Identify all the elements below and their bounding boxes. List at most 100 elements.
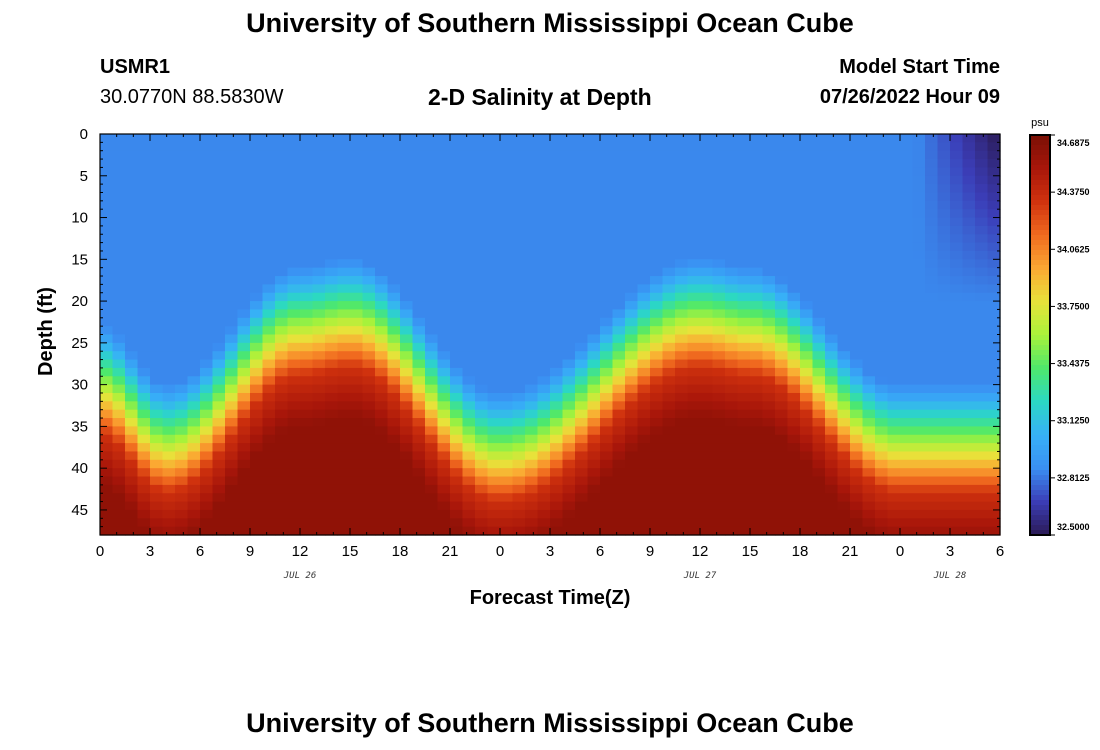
heatmap-cell [725, 301, 739, 311]
heatmap-cell [412, 392, 426, 402]
heatmap-cell [262, 192, 276, 202]
heatmap-cell [675, 150, 689, 160]
heatmap-cell [937, 351, 951, 361]
heatmap-cell [737, 234, 751, 244]
heatmap-cell [550, 309, 564, 319]
heatmap-cell [987, 334, 1001, 344]
heatmap-cell [775, 250, 789, 260]
heatmap-cell [975, 443, 989, 453]
heatmap-cell [275, 476, 289, 486]
heatmap-cell [612, 167, 626, 177]
heatmap-cell [187, 267, 201, 277]
heatmap-cell [150, 167, 164, 177]
heatmap-cell [800, 384, 814, 394]
heatmap-cell [725, 142, 739, 152]
heatmap-cell [137, 493, 151, 503]
heatmap-cell [850, 501, 864, 511]
heatmap-cell [712, 418, 726, 427]
heatmap-cell [275, 309, 289, 319]
heatmap-cell [175, 150, 189, 160]
heatmap-cell [925, 476, 939, 486]
heatmap-cell [775, 267, 789, 277]
heatmap-cell [725, 334, 739, 344]
heatmap-cell [525, 418, 539, 427]
heatmap-cell [287, 501, 301, 511]
heatmap-cell [175, 167, 189, 177]
heatmap-cell [675, 142, 689, 152]
heatmap-cell [625, 367, 639, 377]
heatmap-cell [925, 501, 939, 511]
heatmap-cell [212, 267, 226, 277]
heatmap-cell [525, 284, 539, 294]
heatmap-cell [100, 209, 114, 219]
heatmap-cell [737, 159, 751, 169]
heatmap-cell [550, 359, 564, 369]
heatmap-cell [637, 434, 651, 444]
heatmap-cell [462, 434, 476, 444]
heatmap-cell [200, 134, 214, 143]
heatmap-cell [325, 384, 339, 394]
heatmap-cell [975, 409, 989, 419]
heatmap-cell [987, 493, 1001, 503]
heatmap-cell [400, 401, 414, 411]
heatmap-cell [612, 484, 626, 494]
heatmap-cell [337, 367, 351, 377]
heatmap-cell [800, 493, 814, 503]
heatmap-cell [262, 426, 276, 436]
heatmap-cell [137, 284, 151, 294]
heatmap-cell [412, 317, 426, 327]
heatmap-cell [300, 392, 314, 402]
heatmap-cell [712, 259, 726, 269]
heatmap-cell [200, 167, 214, 177]
heatmap-cell [937, 476, 951, 486]
heatmap-cell [300, 384, 314, 394]
heatmap-cell [425, 434, 439, 444]
heatmap-cell [162, 342, 176, 352]
heatmap-cell [937, 301, 951, 311]
heatmap-cell [212, 192, 226, 202]
heatmap-cell [112, 242, 126, 252]
heatmap-cell [775, 468, 789, 478]
heatmap-cell [762, 276, 776, 285]
heatmap-cell [912, 309, 926, 319]
heatmap-cell [275, 359, 289, 369]
heatmap-cell [550, 184, 564, 194]
heatmap-cell [325, 159, 339, 169]
heatmap-cell [437, 509, 451, 519]
heatmap-cell [787, 192, 801, 202]
heatmap-cell [162, 134, 176, 143]
heatmap-cell [575, 493, 589, 503]
heatmap-cell [400, 334, 414, 344]
heatmap-cell [612, 384, 626, 394]
heatmap-cell [662, 259, 676, 269]
heatmap-cell [700, 401, 714, 411]
heatmap-cell [112, 267, 126, 277]
heatmap-cell [900, 217, 914, 227]
heatmap-cell [250, 159, 264, 169]
heatmap-cell [462, 317, 476, 327]
heatmap-cell [987, 434, 1001, 444]
heatmap-cell [325, 142, 339, 152]
heatmap-cell [650, 443, 664, 453]
heatmap-cell [750, 434, 764, 444]
heatmap-cell [362, 459, 376, 469]
colorbar-segment [1030, 200, 1050, 206]
heatmap-cell [487, 334, 501, 344]
heatmap-cell [987, 200, 1001, 210]
heatmap-cell [300, 426, 314, 436]
heatmap-cell [687, 392, 701, 402]
heatmap-cell [900, 175, 914, 185]
heatmap-cell [750, 200, 764, 210]
heatmap-cell [600, 242, 614, 252]
heatmap-cell [425, 259, 439, 269]
heatmap-cell [225, 301, 239, 311]
heatmap-cell [587, 401, 601, 411]
heatmap-cell [837, 250, 851, 260]
heatmap-cell [662, 209, 676, 219]
heatmap-cell [750, 276, 764, 285]
heatmap-cell [562, 225, 576, 235]
heatmap-cell [137, 217, 151, 227]
heatmap-cell [737, 192, 751, 202]
heatmap-cell [725, 217, 739, 227]
heatmap-cell [250, 359, 264, 369]
